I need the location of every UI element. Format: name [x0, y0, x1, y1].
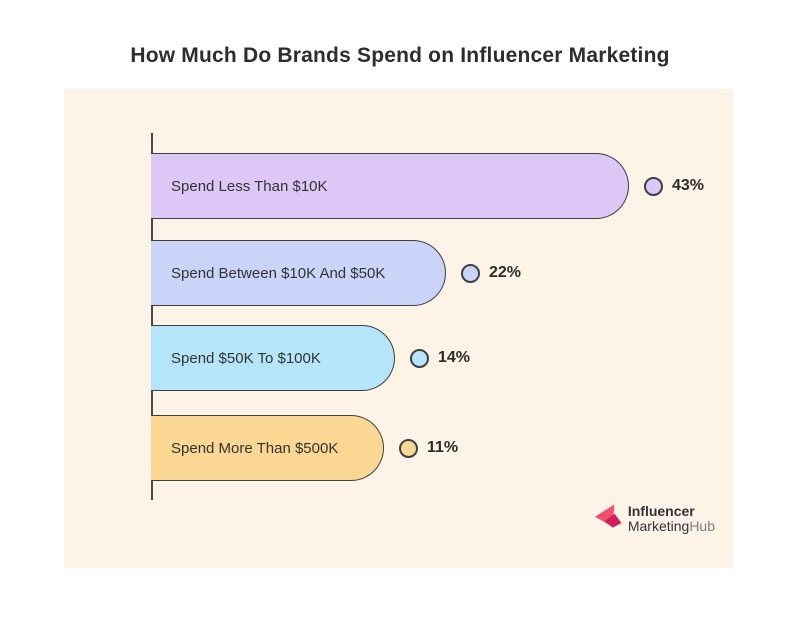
value-label: 22%	[489, 264, 522, 281]
value-label: 11%	[427, 439, 459, 456]
spend-bar: Spend More Than $500K	[151, 415, 384, 481]
bar-label: Spend Between $10K And $50K	[171, 264, 386, 282]
logo-arrow-icon	[594, 501, 623, 536]
value-label: 14%	[438, 349, 471, 366]
value-dot-icon	[461, 263, 480, 283]
bar-row: Spend More Than $500K 11%	[151, 415, 458, 481]
bar-label: Spend More Than $500K	[171, 439, 339, 457]
bar-row: Spend Less Than $10K 43%	[151, 153, 704, 219]
bar-label: Spend Less Than $10K	[171, 177, 328, 195]
logo-wordmark-marketing: Marketing	[627, 517, 690, 534]
bar-row: Spend $50K To $100K 14%	[151, 325, 470, 391]
influencer-marketinghub-logo: Influencer MarketingHub	[594, 501, 715, 536]
page-title: How Much Do Brands Spend on Influencer M…	[130, 44, 670, 67]
value-dot-icon	[410, 348, 429, 368]
logo-wordmark-hub: Hub	[689, 517, 715, 534]
value-dot-icon	[399, 438, 418, 458]
spend-bar: Spend Less Than $10K	[151, 153, 629, 219]
spend-bar: Spend $50K To $100K	[151, 325, 395, 391]
chart-panel: Spend Less Than $10K 43% Spend Between $…	[64, 89, 733, 568]
value-dot-icon	[644, 176, 663, 196]
logo-text: Influencer MarketingHub	[627, 502, 715, 534]
y-axis-line	[151, 133, 153, 500]
logo-wordmark-bottom: MarketingHub	[627, 517, 715, 534]
bar-row: Spend Between $10K And $50K 22%	[151, 240, 521, 306]
value-label: 43%	[672, 177, 705, 194]
logo-wordmark-top: Influencer	[627, 502, 695, 519]
spend-bar: Spend Between $10K And $50K	[151, 240, 446, 306]
bar-label: Spend $50K To $100K	[171, 349, 321, 367]
